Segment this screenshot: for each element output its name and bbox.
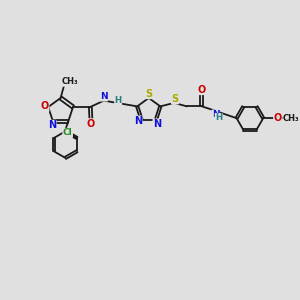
Text: N: N [153, 119, 161, 129]
Text: N: N [212, 110, 220, 119]
Text: O: O [41, 101, 49, 111]
Text: H: H [215, 113, 222, 122]
Text: CH₃: CH₃ [283, 114, 299, 123]
Text: O: O [274, 113, 282, 123]
Text: S: S [145, 89, 152, 99]
Text: O: O [87, 119, 95, 129]
Text: Cl: Cl [63, 128, 73, 137]
Text: H: H [115, 96, 122, 105]
Text: N: N [48, 120, 56, 130]
Text: S: S [172, 94, 178, 104]
Text: O: O [198, 85, 206, 94]
Text: N: N [100, 92, 107, 101]
Text: N: N [134, 116, 142, 126]
Text: CH₃: CH₃ [61, 77, 78, 86]
